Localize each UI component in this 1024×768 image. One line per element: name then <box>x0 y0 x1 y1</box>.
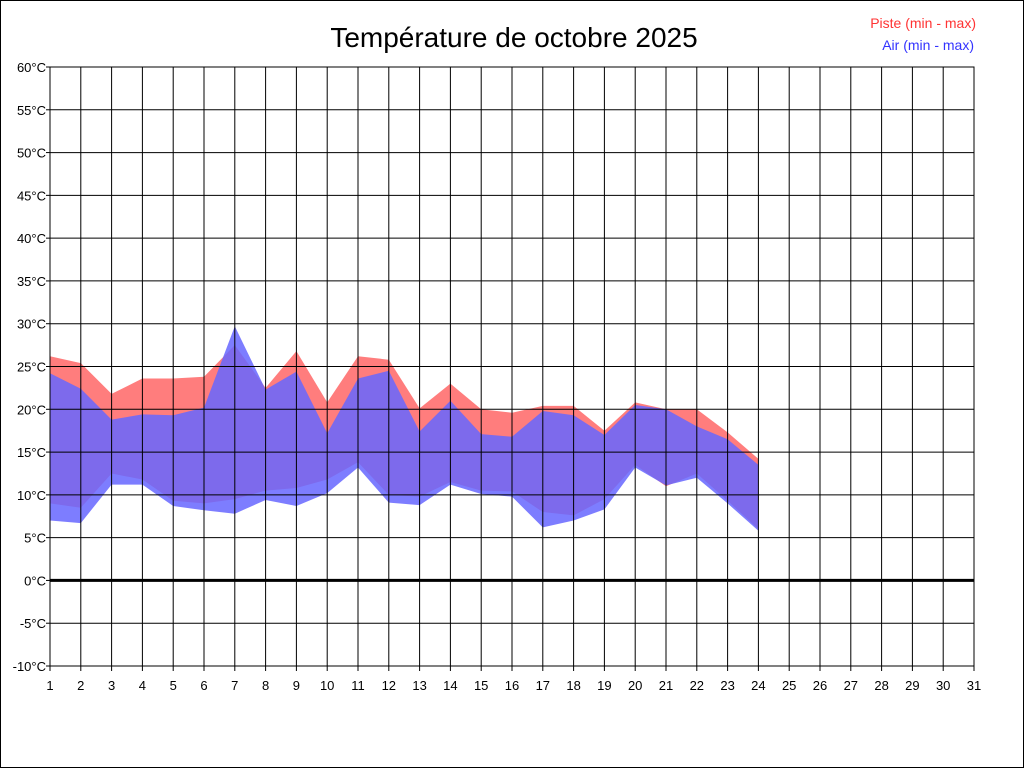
x-tick-label: 10 <box>320 678 334 693</box>
y-tick-label: 45°C <box>17 188 46 203</box>
y-tick-label: 5°C <box>24 531 46 546</box>
x-tick-label: 30 <box>936 678 950 693</box>
x-tick-label: 4 <box>139 678 146 693</box>
x-tick-label: 15 <box>474 678 488 693</box>
x-tick-label: 19 <box>597 678 611 693</box>
x-tick-label: 29 <box>905 678 919 693</box>
x-tick-label: 31 <box>967 678 981 693</box>
x-tick-label: 25 <box>782 678 796 693</box>
x-tick-label: 21 <box>659 678 673 693</box>
y-tick-label: 50°C <box>17 146 46 161</box>
y-tick-label: -10°C <box>13 659 46 674</box>
x-tick-label: 2 <box>77 678 84 693</box>
x-tick-label: 7 <box>231 678 238 693</box>
y-axis-ticks: 60°C 55°C 50°C 45°C 40°C 35°C 30°C 25°C 20°C 15°C… <box>13 60 50 674</box>
x-tick-label: 3 <box>108 678 115 693</box>
area-series-air <box>50 326 759 531</box>
y-tick-label: 60°C <box>17 60 46 75</box>
legend-piste: Piste (min - max) <box>870 15 976 31</box>
data-areas <box>50 326 759 531</box>
y-tick-label: 10°C <box>17 488 46 503</box>
x-tick-label: 23 <box>720 678 734 693</box>
chart-title: Température de octobre 2025 <box>330 22 697 53</box>
x-tick-label: 17 <box>536 678 550 693</box>
x-tick-label: 26 <box>813 678 827 693</box>
legend-air: Air (min - max) <box>882 37 974 53</box>
y-tick-label: 0°C <box>24 573 46 588</box>
axes <box>49 66 975 667</box>
x-tick-label: 8 <box>262 678 269 693</box>
x-tick-label: 22 <box>690 678 704 693</box>
x-tick-label: 27 <box>844 678 858 693</box>
y-tick-label: 35°C <box>17 274 46 289</box>
y-tick-label: 30°C <box>17 317 46 332</box>
x-tick-label: 9 <box>293 678 300 693</box>
x-tick-label: 5 <box>170 678 177 693</box>
y-tick-label: 25°C <box>17 360 46 375</box>
x-tick-label: 16 <box>505 678 519 693</box>
x-tick-label: 18 <box>566 678 580 693</box>
x-axis-ticks: 1 2 3 4 5 6 7 8 9 10 11 12 13 14 15 16 17 18 19 20 21 22 23 24 2… <box>46 666 981 693</box>
y-tick-label: 15°C <box>17 445 46 460</box>
x-tick-label: 12 <box>382 678 396 693</box>
y-tick-label: -5°C <box>20 616 46 631</box>
x-tick-label: 28 <box>874 678 888 693</box>
x-tick-label: 1 <box>46 678 53 693</box>
x-tick-label: 13 <box>412 678 426 693</box>
x-tick-label: 11 <box>351 678 365 693</box>
x-tick-label: 20 <box>628 678 642 693</box>
x-tick-label: 24 <box>751 678 765 693</box>
y-tick-label: 20°C <box>17 402 46 417</box>
x-tick-label: 6 <box>200 678 207 693</box>
y-tick-label: 55°C <box>17 103 46 118</box>
y-tick-label: 40°C <box>17 231 46 246</box>
x-tick-label: 14 <box>443 678 457 693</box>
